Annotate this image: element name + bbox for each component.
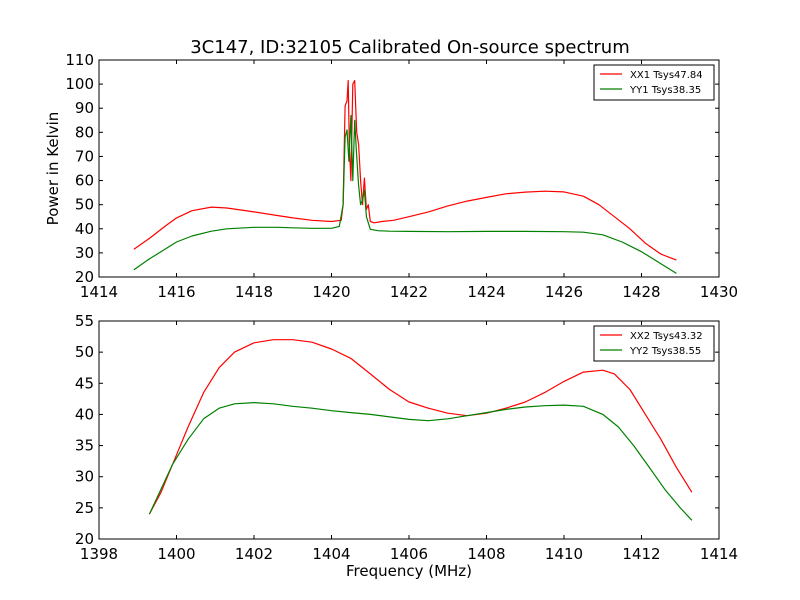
legend-box [593, 325, 715, 362]
x-tick-label: 1428 [622, 283, 660, 301]
y-tick-label: 30 [75, 468, 94, 486]
x-tick-label: 1400 [157, 545, 195, 563]
panels: 1414 1416 1418 1420 1422 1424 1426 1428 1430 20 30… [44, 51, 738, 580]
x-tick-label: 1416 [157, 283, 195, 301]
x-tick-label: 1410 [545, 545, 583, 563]
x-tick-label: 1412 [622, 545, 660, 563]
series-line-1 [148, 339, 693, 515]
x-tick-label: 1404 [312, 545, 350, 563]
legend: XX2 Tsys43.32 YY2 Tsys38.55 [593, 325, 715, 362]
y-tick-label: 40 [75, 220, 94, 238]
x-tick-label: 1402 [235, 545, 273, 563]
y-tick-label: 50 [75, 196, 94, 214]
legend-label-2: YY1 Tsys38.35 [629, 85, 701, 96]
y-tick-label: 45 [75, 374, 94, 392]
x-tick-label: 1420 [312, 283, 350, 301]
x-axis-label: Frequency (MHz) [346, 562, 472, 580]
series-group-2 [148, 339, 693, 521]
y-tick-label: 70 [75, 147, 94, 165]
legend: XX1 Tsys47.84 YY1 Tsys38.35 [593, 64, 715, 101]
x-tick-label: 1414 [700, 545, 738, 563]
y-axis-label: Power in Kelvin [44, 112, 62, 226]
y-tick-label: 40 [75, 405, 94, 423]
x-tick-label: 1418 [235, 283, 273, 301]
x-tick-label: 1424 [467, 283, 505, 301]
y-tick-label: 20 [75, 530, 94, 548]
legend-label-1: XX1 Tsys47.84 [630, 70, 703, 81]
x-tick-label: 1398 [80, 545, 118, 563]
series-line-2 [133, 114, 677, 274]
x-tick-label: 1406 [390, 545, 428, 563]
panel-1: 1414 1416 1418 1420 1422 1424 1426 1428 1430 20 30… [44, 51, 738, 301]
y-tick-label: 50 [75, 343, 94, 361]
y-tick-label: 60 [75, 172, 94, 190]
y-tick-label: 30 [75, 244, 94, 262]
panel-2: 1398 1400 1402 1404 1406 1408 1410 1412 1414 20 25… [75, 312, 738, 580]
figure-title: 3C147, ID:32105 Calibrated On-source spe… [190, 37, 630, 58]
y-tick-label: 55 [75, 312, 94, 330]
y-tick-label: 110 [65, 51, 94, 69]
y-tick-label: 90 [75, 99, 94, 117]
x-tick-label: 1426 [545, 283, 583, 301]
x-tick-label: 1422 [390, 283, 428, 301]
y-tick-label: 20 [75, 268, 94, 286]
x-tick-label: 1414 [80, 283, 118, 301]
series-line-2 [148, 402, 693, 521]
y-tick-label: 100 [65, 75, 94, 93]
y-tick-label: 35 [75, 437, 94, 455]
series-group-1 [133, 79, 677, 274]
legend-label-2: YY2 Tsys38.55 [629, 346, 701, 357]
y-tick-label: 25 [75, 499, 94, 517]
x-tick-label: 1430 [700, 283, 738, 301]
y-tick-label: 80 [75, 123, 94, 141]
legend-label-1: XX2 Tsys43.32 [630, 331, 703, 342]
legend-box [593, 64, 715, 101]
x-tick-label: 1408 [467, 545, 505, 563]
series-line-1 [133, 79, 677, 261]
